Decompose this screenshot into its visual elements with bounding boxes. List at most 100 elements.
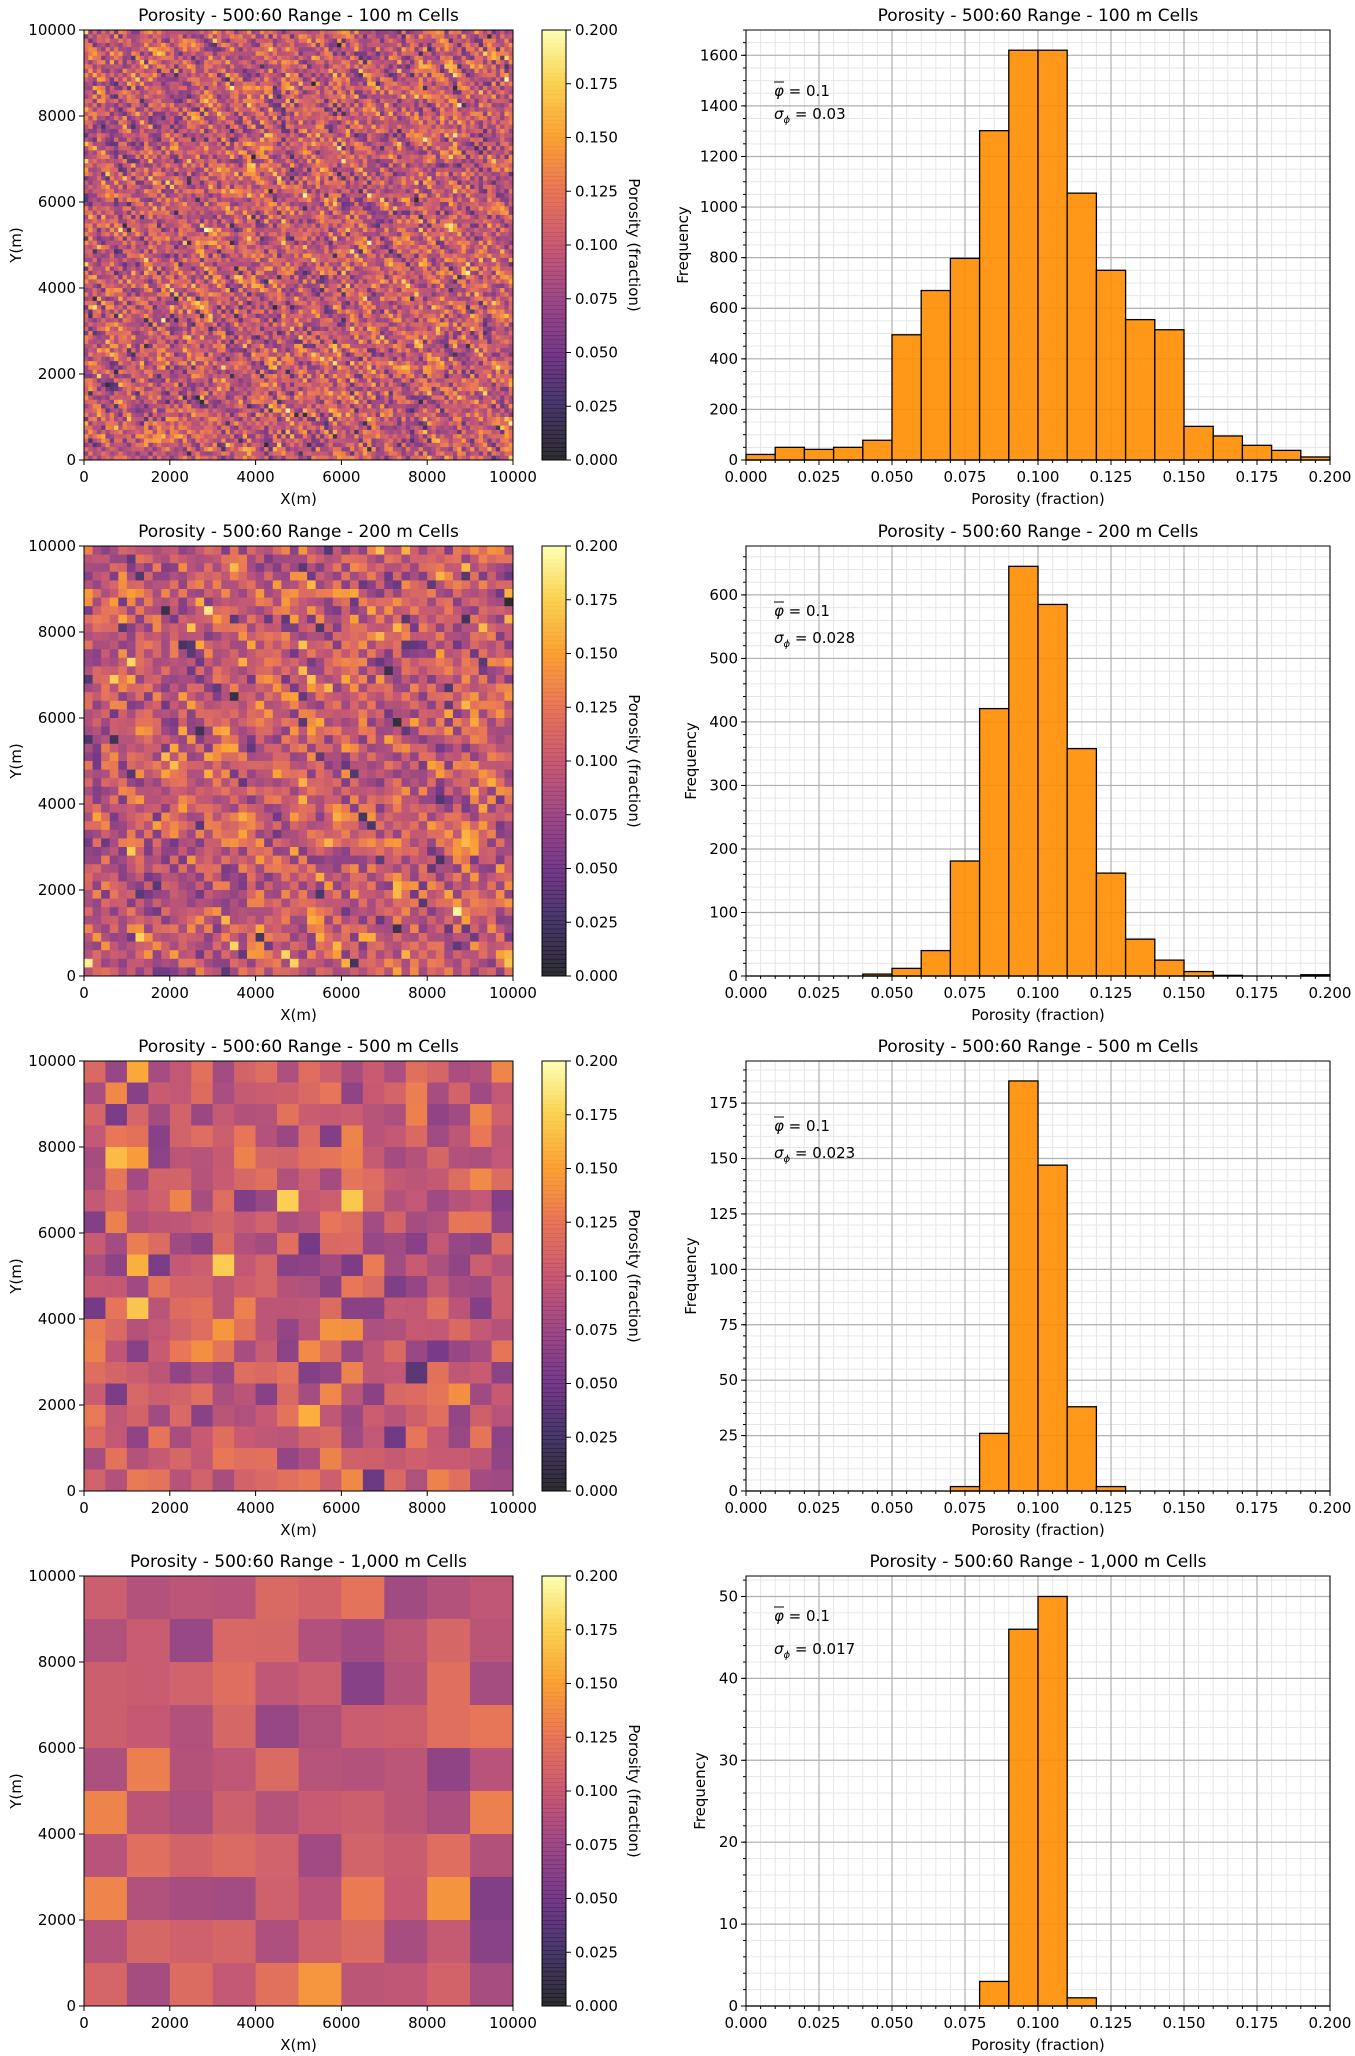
heatmap-cell <box>88 90 93 95</box>
heatmap-cell <box>307 184 312 190</box>
heatmap-cell <box>247 30 252 35</box>
heatmap-cell <box>452 124 458 130</box>
heatmap-cell <box>208 223 214 229</box>
heatmap-cell <box>302 73 308 78</box>
heatmap-cell <box>422 159 428 164</box>
heatmap-cell <box>221 107 226 113</box>
heatmap-cell <box>452 116 458 121</box>
heatmap-cell <box>88 81 93 87</box>
heatmap-cell <box>474 202 480 207</box>
heatmap-cell <box>431 120 437 125</box>
heatmap-cell <box>144 42 149 48</box>
heatmap-cell <box>191 77 196 82</box>
heatmap-cell <box>289 64 295 70</box>
heatmap-cell <box>422 176 428 181</box>
heatmap-cell <box>465 94 471 100</box>
heatmap-cell <box>470 236 475 242</box>
heatmap-cell <box>114 81 119 87</box>
heatmap-cell <box>328 150 334 156</box>
heatmap-cell <box>281 124 287 130</box>
heatmap-cell <box>186 107 192 113</box>
heatmap-cell <box>178 206 184 211</box>
heatmap-cell <box>135 154 141 160</box>
heatmap-cell <box>465 219 471 224</box>
heatmap-cell <box>259 51 265 57</box>
heatmap-cell <box>319 206 325 211</box>
heatmap-cell <box>285 202 291 207</box>
heatmap-cell <box>268 214 274 220</box>
heatmap-cell <box>349 124 355 130</box>
heatmap-cell <box>268 42 274 48</box>
heatmap-cell <box>431 189 437 194</box>
heatmap-cell <box>131 150 136 156</box>
heatmap-cell <box>440 81 445 87</box>
heatmap-cell <box>101 236 106 242</box>
heatmap-cell <box>122 47 128 52</box>
heatmap-cell <box>341 120 347 125</box>
heatmap-cell <box>367 227 372 233</box>
heatmap-cell <box>397 236 402 242</box>
heatmap-cell <box>315 180 321 186</box>
heatmap-cell <box>131 223 136 229</box>
heatmap-cell <box>448 47 454 52</box>
heatmap-cell <box>500 42 505 48</box>
heatmap-cell <box>311 47 317 52</box>
heatmap-cell <box>264 55 269 61</box>
heatmap-cell <box>247 111 252 117</box>
heatmap-cell <box>109 55 115 61</box>
heatmap-cell <box>221 111 226 117</box>
heatmap-cell <box>259 180 265 186</box>
heatmap-cell <box>251 77 256 82</box>
heatmap-cell <box>234 154 239 160</box>
heatmap-cell <box>504 128 510 134</box>
heatmap-cell <box>427 189 432 194</box>
heatmap-cell <box>101 42 106 48</box>
heatmap-cell <box>440 103 445 108</box>
heatmap-cell <box>440 232 445 237</box>
heatmap-cell <box>277 85 282 91</box>
heatmap-cell <box>482 77 488 82</box>
heatmap-cell <box>281 47 287 52</box>
heatmap-cell <box>285 128 291 134</box>
heatmap-cell <box>92 30 98 35</box>
heatmap-cell <box>341 167 347 173</box>
heatmap-cell <box>122 137 128 143</box>
heatmap-cell <box>482 163 488 168</box>
heatmap-cell <box>444 55 450 61</box>
heatmap-cell <box>251 210 256 216</box>
heatmap-cell <box>169 171 175 177</box>
heatmap-cell <box>452 189 458 194</box>
heatmap-cell <box>247 85 252 91</box>
heatmap-cell <box>457 90 462 95</box>
heatmap-cell <box>345 202 351 207</box>
heatmap-cell <box>259 133 265 138</box>
heatmap-cell <box>358 223 364 229</box>
heatmap-cell <box>495 232 501 237</box>
heatmap-cell <box>229 120 235 125</box>
heatmap-cell <box>324 30 329 35</box>
heatmap-cell <box>178 202 184 207</box>
heatmap-cell <box>264 90 269 95</box>
heatmap-cell <box>178 116 184 121</box>
heatmap-cell <box>508 236 514 242</box>
heatmap-cell <box>478 159 484 164</box>
heatmap-cell <box>414 180 420 186</box>
heatmap-cell <box>199 219 205 224</box>
heatmap-cell <box>358 210 364 216</box>
heatmap-cell <box>135 180 141 186</box>
heatmap-cell <box>444 128 450 134</box>
heatmap-cell <box>491 107 497 113</box>
heatmap-cell <box>285 206 291 211</box>
heatmap-cell <box>410 171 415 177</box>
heatmap-cell <box>392 77 398 82</box>
heatmap-cell <box>367 219 372 224</box>
heatmap-cell <box>440 85 445 91</box>
heatmap-cell <box>118 98 124 104</box>
heatmap-title: Porosity - 500:60 Range - 100 m Cells <box>138 6 459 26</box>
heatmap-cell <box>508 81 514 87</box>
heatmap-cell <box>195 120 201 125</box>
heatmap-cell <box>324 38 329 44</box>
heatmap-cell <box>307 214 312 220</box>
heatmap-cell <box>491 167 497 173</box>
heatmap-cell <box>358 107 364 113</box>
